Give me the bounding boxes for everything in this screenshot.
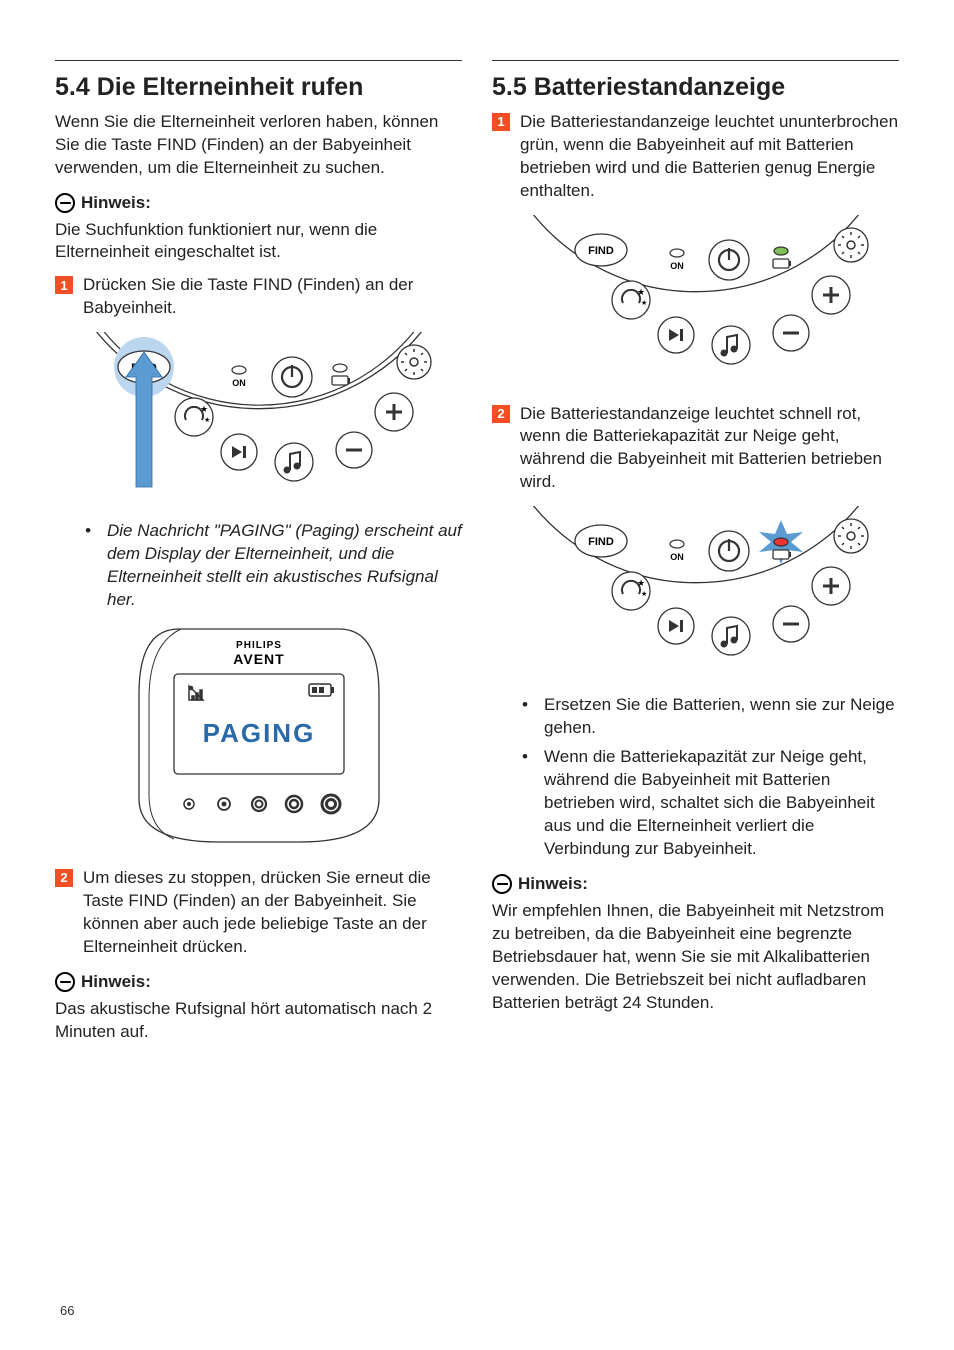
step-text: Um dieses zu stoppen, drücken Sie erneut… [83, 867, 462, 959]
result-list: Die Nachricht "PAGING" (Paging) erschein… [85, 520, 462, 612]
section-heading: 5.4 Die Elterneinheit rufen [55, 71, 462, 105]
rule [55, 60, 462, 61]
note-icon [55, 972, 75, 992]
note-block: Hinweis: [55, 971, 462, 994]
bullet-item: Wenn die Batteriekapazität zur Neige geh… [522, 746, 899, 861]
step-number: 2 [55, 869, 73, 887]
note-text: Das akustische Rufsignal hört automatisc… [55, 998, 462, 1044]
step-text: Drücken Sie die Taste FIND (Finden) an d… [83, 274, 462, 320]
svg-text:FIND: FIND [588, 536, 614, 548]
find-arrow-icon [126, 352, 162, 487]
step-number: 1 [55, 276, 73, 294]
svg-text:★: ★ [637, 287, 645, 297]
section-heading: 5.5 Batteriestandanzeige [492, 71, 899, 105]
svg-text:PHILIPS: PHILIPS [236, 640, 282, 651]
right-column: 5.5 Batteriestandanzeige 1 Die Batteries… [492, 60, 899, 1054]
note-label: Hinweis: [81, 192, 151, 215]
step-number: 2 [492, 405, 510, 423]
svg-text:★: ★ [637, 578, 645, 588]
svg-text:FIND: FIND [588, 245, 614, 257]
step-text: Die Batteriestandanzeige leuchtet ununte… [520, 111, 899, 203]
step-text: Die Batteriestandanzeige leuchtet schnel… [520, 403, 899, 495]
step-1: 1 Drücken Sie die Taste FIND (Finden) an… [55, 274, 462, 320]
note-text: Wir empfehlen Ihnen, die Babyeinheit mit… [492, 900, 899, 1015]
parentunit-diagram-paging: PHILIPS AVENT PAGING [55, 624, 462, 849]
babyunit-diagram-green: FIND ON [492, 215, 899, 385]
svg-text:AVENT: AVENT [233, 651, 284, 667]
note-label: Hinweis: [81, 971, 151, 994]
svg-text:★: ★ [200, 404, 208, 414]
note-block: Hinweis: [492, 873, 899, 896]
step-2: 2 Die Batteriestandanzeige leuchtet schn… [492, 403, 899, 495]
page-number: 66 [60, 1302, 74, 1320]
bullet-item: Ersetzen Sie die Batterien, wenn sie zur… [522, 694, 899, 740]
rule [492, 60, 899, 61]
svg-text:ON: ON [670, 552, 684, 562]
babyunit-diagram-red: FIND ON [492, 506, 899, 676]
note-icon [492, 874, 512, 894]
svg-text:ON: ON [232, 378, 246, 388]
svg-text:★: ★ [641, 299, 647, 307]
svg-text:PAGING: PAGING [202, 718, 315, 748]
bullet-list: Ersetzen Sie die Batterien, wenn sie zur… [522, 694, 899, 861]
note-block: Hinweis: [55, 192, 462, 215]
svg-text:★: ★ [204, 416, 210, 424]
svg-text:ON: ON [670, 261, 684, 271]
step-1: 1 Die Batteriestandanzeige leuchtet unun… [492, 111, 899, 203]
babyunit-diagram-find: FIND ON [55, 332, 462, 502]
result-item: Die Nachricht "PAGING" (Paging) erschein… [85, 520, 462, 612]
note-label: Hinweis: [518, 873, 588, 896]
intro-paragraph: Wenn Sie die Elterneinheit verloren habe… [55, 111, 462, 180]
left-column: 5.4 Die Elterneinheit rufen Wenn Sie die… [55, 60, 462, 1054]
note-icon [55, 193, 75, 213]
svg-text:★: ★ [641, 590, 647, 598]
step-2: 2 Um dieses zu stoppen, drücken Sie erne… [55, 867, 462, 959]
note-text: Die Suchfunktion funktioniert nur, wenn … [55, 219, 462, 265]
step-number: 1 [492, 113, 510, 131]
